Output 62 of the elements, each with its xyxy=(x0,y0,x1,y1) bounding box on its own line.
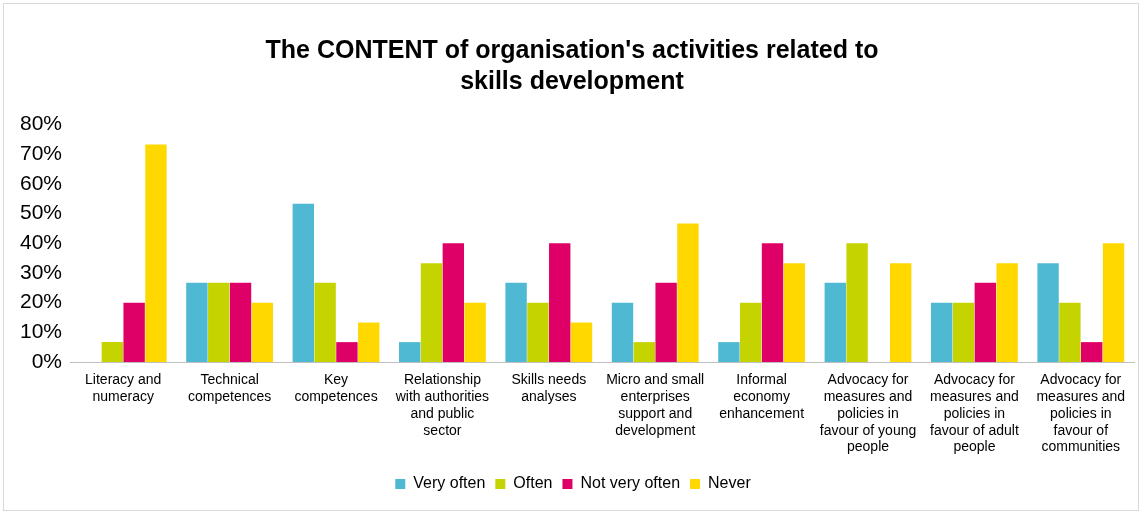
bar xyxy=(336,342,358,362)
bar xyxy=(740,302,762,362)
bar xyxy=(229,282,252,362)
y-tick-label: 40% xyxy=(20,230,63,254)
bar xyxy=(186,282,208,362)
bar xyxy=(208,282,230,362)
x-tick-label: Micro and small enterprises support and development xyxy=(606,371,705,438)
x-tick-label: Relationship with authorities and public sector xyxy=(394,371,490,438)
bar xyxy=(505,282,527,362)
y-tick-label: 50% xyxy=(20,200,63,224)
x-tick-label: Key competences xyxy=(294,371,378,405)
y-tick-label: 70% xyxy=(20,141,63,165)
bar xyxy=(761,243,784,362)
bar xyxy=(527,302,549,362)
bar xyxy=(996,263,1018,362)
bar xyxy=(633,342,655,362)
legend-label: Often xyxy=(513,474,553,492)
y-tick-label: 10% xyxy=(20,319,63,343)
legend-label: Very often xyxy=(413,474,486,492)
bar xyxy=(677,223,699,362)
bar xyxy=(655,282,677,362)
bar xyxy=(464,302,486,362)
y-tick-label: 80% xyxy=(20,111,63,135)
bar xyxy=(1037,263,1059,362)
y-tick-label: 20% xyxy=(20,289,63,313)
y-tick-label: 0% xyxy=(31,348,63,372)
bar xyxy=(1059,302,1081,362)
legend-label: Never xyxy=(708,474,752,492)
bar xyxy=(442,243,465,362)
bar xyxy=(1081,342,1103,362)
x-tick-label: Advocacy for measures and policies in favour of adult people xyxy=(930,371,1019,455)
bar xyxy=(846,243,868,362)
x-tick-label: Skills needs analyses xyxy=(511,371,587,405)
bar xyxy=(251,302,274,362)
bar xyxy=(145,144,167,362)
x-tick-label: Literacy and numeracy xyxy=(85,371,162,405)
chart-title: The CONTENT of organisation's activities related to skills development xyxy=(264,34,880,96)
bar xyxy=(420,263,443,362)
bar xyxy=(570,322,593,362)
bar xyxy=(1102,243,1125,362)
bar xyxy=(783,263,806,362)
bar xyxy=(549,243,571,362)
legend-label: Not very often xyxy=(580,474,681,492)
bar xyxy=(824,282,846,362)
bar xyxy=(101,342,124,362)
x-tick-label: Technical competences xyxy=(187,371,272,405)
bar xyxy=(931,302,953,362)
bar xyxy=(292,203,314,362)
bar xyxy=(718,342,740,362)
bar xyxy=(890,263,912,362)
y-tick-label: 60% xyxy=(20,170,63,194)
x-tick-label: Advocacy for measures and policies in favour of young people xyxy=(819,371,917,455)
bar xyxy=(123,302,145,362)
x-tick-label: Advocacy for measures and policies in favour of communities xyxy=(1036,371,1126,455)
bar xyxy=(399,342,421,362)
bar xyxy=(974,282,996,362)
bar xyxy=(314,282,336,362)
y-tick-label: 30% xyxy=(20,259,63,283)
x-tick-label: Informal economy enhancement xyxy=(719,371,805,421)
bar xyxy=(952,302,975,362)
bar xyxy=(611,302,634,362)
bar xyxy=(358,322,380,362)
